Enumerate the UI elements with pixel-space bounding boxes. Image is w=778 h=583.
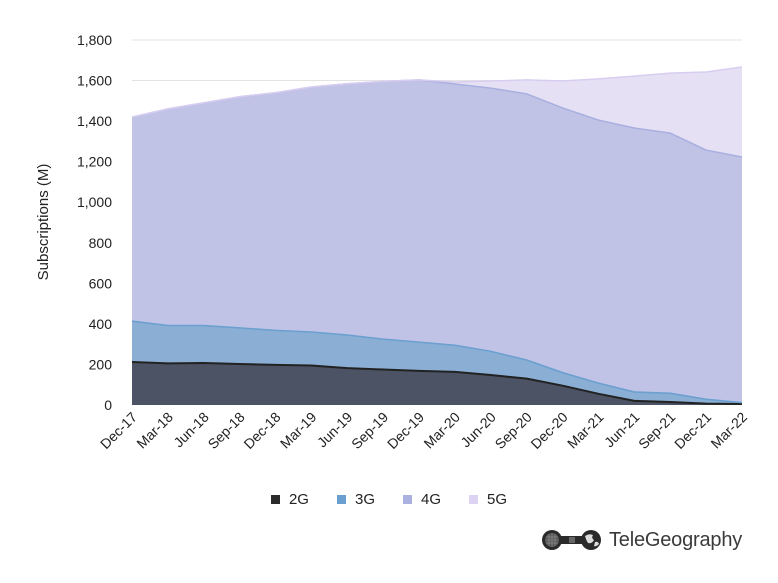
legend-item-2g[interactable]: 2G [270, 491, 309, 508]
y-tick-label: 400 [89, 316, 113, 332]
y-axis-title: Subscriptions (M) [35, 164, 52, 281]
x-tick-label: Mar-18 [133, 409, 176, 452]
legend-item-4g[interactable]: 4G [403, 491, 441, 508]
legend-swatch-3g [336, 495, 346, 504]
x-tick-label: Sep-20 [492, 409, 535, 452]
x-tick-label: Dec-17 [97, 409, 140, 452]
legend-item-5g[interactable]: 5G [469, 491, 507, 508]
y-axis-ticks: 0 200 400 600 800 1,000 1,200 1,400 1,600 1,800 [77, 32, 112, 413]
y-tick-label: 600 [89, 275, 113, 291]
x-tick-label: Sep-18 [205, 409, 248, 452]
legend-label: 3G [354, 491, 375, 508]
area-5g [132, 67, 742, 157]
legend-item-3g[interactable]: 3G [336, 491, 375, 508]
x-tick-label: Mar-22 [707, 409, 750, 452]
x-tick-label: Dec-18 [240, 409, 283, 452]
x-tick-label: Dec-21 [671, 409, 714, 452]
area-4g [132, 79, 742, 403]
y-tick-label: 1,200 [77, 154, 112, 170]
x-tick-label: Sep-21 [635, 409, 678, 452]
x-tick-label: Jun-21 [601, 409, 643, 451]
area-3g [132, 321, 742, 404]
legend-label: 5G [487, 491, 508, 508]
x-tick-label: Mar-19 [277, 409, 320, 452]
y-tick-label: 1,800 [77, 32, 112, 48]
x-tick-label: Mar-21 [564, 409, 607, 452]
y-tick-label: 1,600 [77, 73, 112, 89]
x-tick-label: Dec-20 [527, 409, 570, 452]
x-tick-label: Sep-19 [348, 409, 391, 452]
logo-text: TeleGeography [609, 528, 743, 551]
y-tick-label: 1,000 [77, 194, 112, 210]
telegeography-logo: TeleGeography [541, 527, 742, 553]
legend-label: 2G [288, 491, 309, 508]
stacked-areas [131, 66, 743, 405]
x-tick-label: Jun-19 [314, 409, 356, 451]
x-tick-label: Dec-19 [384, 409, 427, 452]
legend: 2G 3G 4G 5G [0, 491, 778, 508]
legend-swatch-4g [403, 495, 412, 504]
line-5g [131, 66, 743, 118]
y-tick-label: 800 [89, 235, 113, 251]
line-3g [131, 320, 743, 404]
y-tick-label: 0 [104, 397, 112, 413]
area-2g [132, 362, 742, 405]
line-2g [131, 361, 743, 405]
y-tick-label: 200 [89, 356, 113, 372]
legend-swatch-2g [270, 495, 280, 504]
x-tick-label: Jun-18 [170, 409, 212, 451]
legend-swatch-5g [469, 495, 479, 504]
x-tick-label: Jun-20 [457, 409, 499, 451]
legend-label: 4G [421, 491, 442, 508]
x-tick-label: Mar-20 [420, 409, 463, 452]
telegeography-globe-icon [542, 530, 601, 550]
y-tick-label: 1,400 [77, 113, 112, 129]
x-axis-ticks: Dec-17Mar-18Jun-18Sep-18Dec-18Mar-19Jun-… [97, 409, 750, 452]
